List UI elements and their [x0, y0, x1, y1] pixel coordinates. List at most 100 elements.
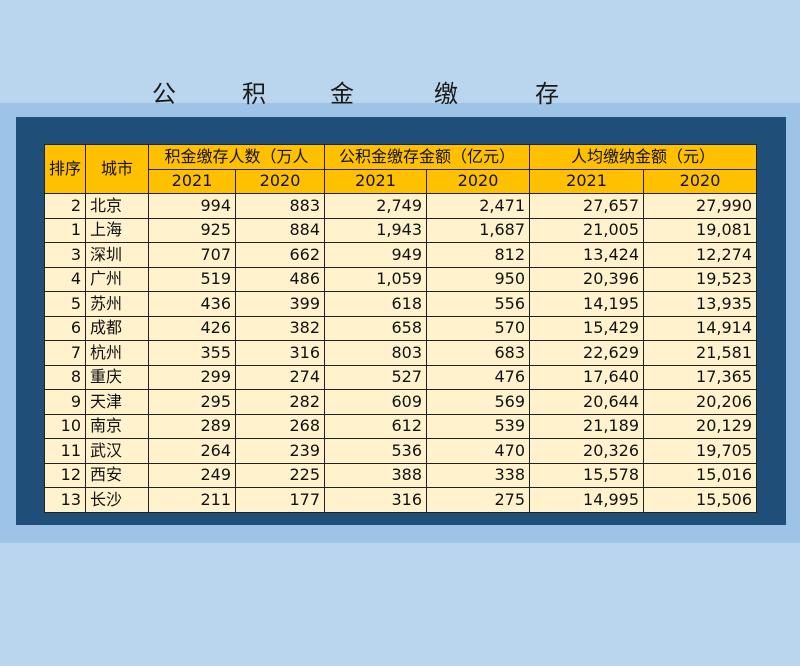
value-cell: 20,129	[643, 413, 758, 439]
value-cell: 27,990	[643, 193, 758, 219]
rank-cell: 10	[43, 413, 87, 439]
city-cell: 杭州	[85, 340, 150, 366]
value-cell: 1,943	[324, 217, 428, 243]
value-cell: 569	[426, 389, 531, 415]
value-cell: 338	[426, 462, 531, 488]
header-city: 城市	[85, 144, 150, 194]
value-cell: 19,705	[643, 438, 758, 464]
value-cell: 177	[235, 487, 326, 513]
value-cell: 264	[148, 438, 237, 464]
value-cell: 355	[148, 340, 237, 366]
value-cell: 14,914	[643, 315, 758, 341]
table-row: 6 成都 426 382 658 570 15,429 14,914	[43, 315, 758, 341]
value-cell: 21,005	[529, 217, 645, 243]
value-cell: 476	[426, 364, 531, 390]
value-cell: 803	[324, 340, 428, 366]
value-cell: 20,644	[529, 389, 645, 415]
value-cell: 282	[235, 389, 326, 415]
value-cell: 17,640	[529, 364, 645, 390]
value-cell: 20,206	[643, 389, 758, 415]
rank-cell: 11	[43, 438, 87, 464]
data-table: 排序 城市 积金缴存人数（万人 公积金缴存金额（亿元） 人均缴纳金额（元） 20…	[43, 144, 758, 513]
value-cell: 1,687	[426, 217, 531, 243]
table-row: 3 深圳 707 662 949 812 13,424 12,274	[43, 242, 758, 268]
value-cell: 20,326	[529, 438, 645, 464]
value-cell: 884	[235, 217, 326, 243]
value-cell: 274	[235, 364, 326, 390]
rank-cell: 6	[43, 315, 87, 341]
table-row: 12 西安 249 225 388 338 15,578 15,016	[43, 462, 758, 488]
value-cell: 388	[324, 462, 428, 488]
value-cell: 812	[426, 242, 531, 268]
value-cell: 225	[235, 462, 326, 488]
value-cell: 15,016	[643, 462, 758, 488]
city-cell: 深圳	[85, 242, 150, 268]
value-cell: 426	[148, 315, 237, 341]
rank-cell: 7	[43, 340, 87, 366]
table-row: 13 长沙 211 177 316 275 14,995 15,506	[43, 487, 758, 513]
value-cell: 19,081	[643, 217, 758, 243]
value-cell: 316	[324, 487, 428, 513]
city-cell: 重庆	[85, 364, 150, 390]
header-group-people: 积金缴存人数（万人	[148, 144, 326, 170]
value-cell: 539	[426, 413, 531, 439]
value-cell: 382	[235, 315, 326, 341]
table-row: 11 武汉 264 239 536 470 20,326 19,705	[43, 438, 758, 464]
value-cell: 399	[235, 291, 326, 317]
value-cell: 15,578	[529, 462, 645, 488]
value-cell: 211	[148, 487, 237, 513]
header-year: 2021	[529, 168, 645, 194]
value-cell: 239	[235, 438, 326, 464]
value-cell: 249	[148, 462, 237, 488]
table-row: 4 广州 519 486 1,059 950 20,396 19,523	[43, 266, 758, 292]
header-year: 2021	[324, 168, 428, 194]
value-cell: 556	[426, 291, 531, 317]
value-cell: 994	[148, 193, 237, 219]
value-cell: 436	[148, 291, 237, 317]
value-cell: 20,396	[529, 266, 645, 292]
header-group-amount: 公积金缴存金额（亿元）	[324, 144, 531, 170]
value-cell: 570	[426, 315, 531, 341]
header-year: 2020	[643, 168, 758, 194]
value-cell: 949	[324, 242, 428, 268]
value-cell: 536	[324, 438, 428, 464]
header-row-years: 2021 2020 2021 2020 2021 2020	[45, 168, 758, 194]
value-cell: 316	[235, 340, 326, 366]
rank-cell: 8	[43, 364, 87, 390]
city-cell: 长沙	[85, 487, 150, 513]
city-cell: 北京	[85, 193, 150, 219]
rank-cell: 3	[43, 242, 87, 268]
value-cell: 14,995	[529, 487, 645, 513]
header-rank: 排序	[43, 144, 87, 194]
value-cell: 21,189	[529, 413, 645, 439]
value-cell: 2,749	[324, 193, 428, 219]
value-cell: 925	[148, 217, 237, 243]
city-cell: 广州	[85, 266, 150, 292]
city-cell: 苏州	[85, 291, 150, 317]
header-year: 2020	[235, 168, 326, 194]
rank-cell: 4	[43, 266, 87, 292]
rank-cell: 12	[43, 462, 87, 488]
table-row: 9 天津 295 282 609 569 20,644 20,206	[43, 389, 758, 415]
city-cell: 成都	[85, 315, 150, 341]
table-row: 2 北京 994 883 2,749 2,471 27,657 27,990	[43, 193, 758, 219]
rank-cell: 1	[43, 217, 87, 243]
value-cell: 612	[324, 413, 428, 439]
value-cell: 470	[426, 438, 531, 464]
rank-cell: 13	[43, 487, 87, 513]
rank-cell: 5	[43, 291, 87, 317]
value-cell: 295	[148, 389, 237, 415]
value-cell: 486	[235, 266, 326, 292]
value-cell: 618	[324, 291, 428, 317]
value-cell: 662	[235, 242, 326, 268]
value-cell: 27,657	[529, 193, 645, 219]
header-row-groups: 排序 城市 积金缴存人数（万人 公积金缴存金额（亿元） 人均缴纳金额（元）	[43, 144, 758, 194]
table-row: 7 杭州 355 316 803 683 22,629 21,581	[43, 340, 758, 366]
value-cell: 19,523	[643, 266, 758, 292]
value-cell: 527	[324, 364, 428, 390]
header-year: 2020	[426, 168, 531, 194]
value-cell: 609	[324, 389, 428, 415]
rank-cell: 2	[43, 193, 87, 219]
value-cell: 21,581	[643, 340, 758, 366]
header-year: 2021	[148, 168, 237, 194]
